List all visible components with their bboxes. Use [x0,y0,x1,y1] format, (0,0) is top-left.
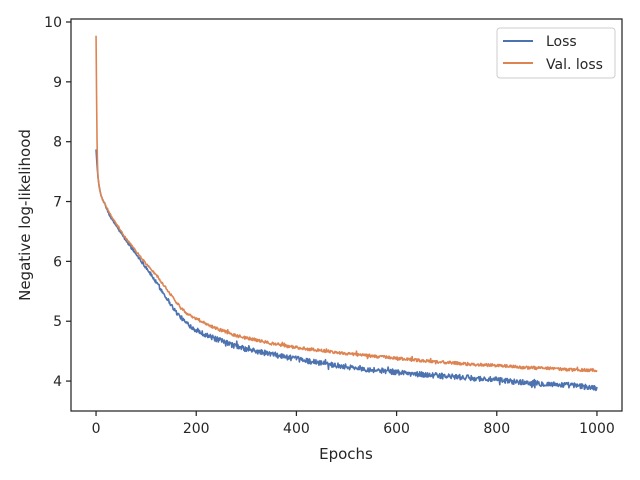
legend-label-val-loss: Val. loss [546,57,603,73]
x-tick-label: 0 [92,421,101,437]
x-tick-label: 1000 [579,421,615,437]
plot-frame [70,18,623,412]
series-line-loss [95,149,598,392]
y-tick-label: 7 [53,195,62,211]
y-axis-ticks: 4 5 6 7 8 9 10 [44,15,71,390]
x-tick-label: 200 [183,421,210,437]
legend-label-loss: Loss [546,34,577,50]
x-tick-label: 600 [383,421,410,437]
x-axis-label: Epochs [319,445,373,463]
plot-lines [95,35,598,392]
series-line-val-loss [95,35,598,373]
x-axis-ticks: 0 200 400 600 800 1000 [92,411,615,437]
y-tick-label: 9 [53,75,62,91]
x-tick-label: 400 [283,421,310,437]
y-tick-label: 8 [53,135,62,151]
y-tick-label: 4 [53,374,62,390]
y-axis-label: Negative log-likelihood [16,129,34,301]
y-tick-label: 6 [53,254,62,270]
x-tick-label: 800 [483,421,510,437]
y-tick-label: 10 [44,15,62,31]
y-tick-label: 5 [53,314,62,330]
legend: Loss Val. loss [496,27,616,79]
